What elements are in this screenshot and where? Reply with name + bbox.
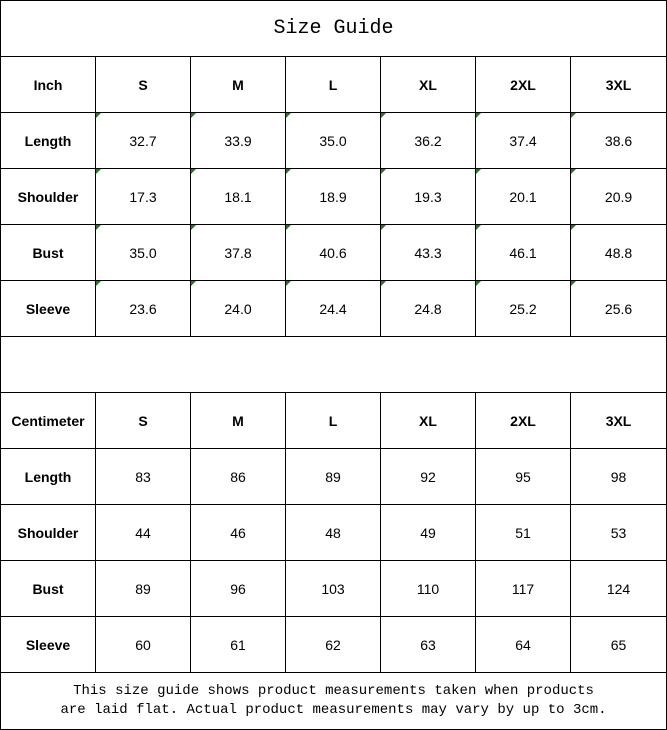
measurement-cell: 24.8 [380,280,476,337]
measurement-cell: 62 [285,616,381,673]
size-header: 3XL [569,392,667,449]
measurement-cell: 117 [475,560,571,617]
measurement-cell: 89 [285,448,381,505]
measurement-cell: 61 [190,616,286,673]
measurement-cell: 110 [380,560,476,617]
size-header: L [285,392,381,449]
unit-header: Inch [0,56,96,113]
measurement-cell: 53 [569,504,667,561]
measurement-cell: 64 [475,616,571,673]
measurement-cell: 36.2 [380,112,476,169]
measurement-cell: 25.2 [475,280,571,337]
measurement-cell: 48.8 [569,224,667,281]
table-row: Length 32.7 33.9 35.0 36.2 37.4 38.6 [0,112,667,169]
table-row: Shoulder 17.3 18.1 18.9 19.3 20.1 20.9 [0,168,667,225]
measurement-cell: 83 [95,448,191,505]
measurement-cell: 86 [190,448,286,505]
row-label: Sleeve [0,280,96,337]
measurement-cell: 33.9 [190,112,286,169]
measurement-cell: 40.6 [285,224,381,281]
table-row: Bust 89 96 103 110 117 124 [0,560,667,617]
measurement-cell: 124 [569,560,667,617]
measurement-cell: 63 [380,616,476,673]
measurement-cell: 18.1 [190,168,286,225]
size-header: S [95,392,191,449]
measurement-cell: 51 [475,504,571,561]
measurement-cell: 18.9 [285,168,381,225]
header-row: Centimeter S M L XL 2XL 3XL [0,392,667,449]
measurement-cell: 17.3 [95,168,191,225]
footnote-line: This size guide shows product measuremen… [73,683,594,699]
row-label: Length [0,112,96,169]
row-label: Shoulder [0,504,96,561]
size-header: M [190,56,286,113]
header-row: Inch S M L XL 2XL 3XL [0,56,667,113]
measurement-cell: 98 [569,448,667,505]
table-row: Sleeve 60 61 62 63 64 65 [0,616,667,673]
page-title: Size Guide [0,0,667,57]
measurement-cell: 32.7 [95,112,191,169]
size-header: XL [380,56,476,113]
size-header: XL [380,392,476,449]
measurement-cell: 46 [190,504,286,561]
spacer-row [0,336,667,393]
measurement-cell: 37.4 [475,112,571,169]
measurement-cell: 49 [380,504,476,561]
measurement-cell: 48 [285,504,381,561]
measurement-cell: 65 [569,616,667,673]
table-row: Sleeve 23.6 24.0 24.4 24.8 25.2 25.6 [0,280,667,337]
measurement-cell: 95 [475,448,571,505]
size-header: 3XL [569,56,667,113]
size-header: 2XL [475,392,571,449]
size-header: M [190,392,286,449]
measurement-cell: 103 [285,560,381,617]
measurement-cell: 24.0 [190,280,286,337]
row-label: Shoulder [0,168,96,225]
footnote-line: are laid flat. Actual product measuremen… [60,702,607,718]
measurement-cell: 23.6 [95,280,191,337]
measurement-cell: 19.3 [380,168,476,225]
unit-header: Centimeter [0,392,96,449]
measurement-cell: 24.4 [285,280,381,337]
measurement-cell: 37.8 [190,224,286,281]
row-label: Length [0,448,96,505]
measurement-cell: 25.6 [569,280,667,337]
table-row: Shoulder 44 46 48 49 51 53 [0,504,667,561]
row-label: Bust [0,560,96,617]
row-label: Sleeve [0,616,96,673]
measurement-cell: 92 [380,448,476,505]
measurement-cell: 43.3 [380,224,476,281]
measurement-cell: 20.9 [569,168,667,225]
size-header: L [285,56,381,113]
measurement-cell: 46.1 [475,224,571,281]
table-row: Length 83 86 89 92 95 98 [0,448,667,505]
row-label: Bust [0,224,96,281]
measurement-cell: 35.0 [285,112,381,169]
table-row: Bust 35.0 37.8 40.6 43.3 46.1 48.8 [0,224,667,281]
measurement-cell: 44 [95,504,191,561]
footnote: This size guide shows product measuremen… [0,672,667,730]
measurement-cell: 20.1 [475,168,571,225]
measurement-cell: 60 [95,616,191,673]
measurement-cell: 89 [95,560,191,617]
size-header: 2XL [475,56,571,113]
measurement-cell: 38.6 [569,112,667,169]
size-header: S [95,56,191,113]
measurement-cell: 96 [190,560,286,617]
measurement-cell: 35.0 [95,224,191,281]
